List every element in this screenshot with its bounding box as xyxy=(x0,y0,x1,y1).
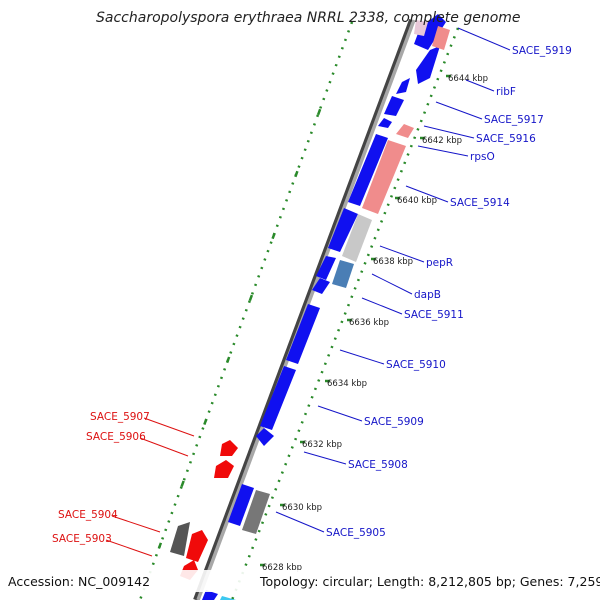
right-leader-line xyxy=(371,273,413,295)
right-leader-line xyxy=(317,405,363,422)
kbp-tick-label: 6644 kbp xyxy=(448,74,488,84)
gene-label-pepr[interactable]: pepR xyxy=(426,257,453,269)
gene-sace5905-fwd[interactable] xyxy=(228,484,254,526)
gene-label-sace-5917[interactable]: SACE_5917 xyxy=(484,114,544,126)
accession-label: Accession: NC_009142 xyxy=(8,574,150,589)
gene-sace5916-fwd[interactable] xyxy=(378,118,392,128)
feature-cyan-bottom[interactable] xyxy=(220,596,236,600)
topology-label: Topology: circular; Length: 8,212,805 bp… xyxy=(259,574,600,589)
right-leader-line xyxy=(339,349,385,365)
gene-label-sace-5914[interactable]: SACE_5914 xyxy=(450,197,510,209)
kbp-tick-label: 6642 kbp xyxy=(422,136,462,146)
gene-peprneighbour[interactable] xyxy=(328,208,358,252)
gene-label-sace-5916[interactable]: SACE_5916 xyxy=(476,133,536,145)
gene-sace5904[interactable] xyxy=(170,522,190,556)
right-leader-line xyxy=(379,245,425,263)
kbp-tick-label: 6634 kbp xyxy=(327,379,367,389)
feature-steel-dapb[interactable] xyxy=(332,260,354,288)
gene-sace5906[interactable] xyxy=(214,460,234,478)
gene-label-sace-5907[interactable]: SACE_5907 xyxy=(90,411,150,423)
gene-sace5909[interactable] xyxy=(260,366,296,430)
right-leader-line xyxy=(303,451,347,465)
left-leader-line xyxy=(111,515,161,533)
gene-label-sace-5903[interactable]: SACE_5903 xyxy=(52,533,112,545)
gene-label-dapb[interactable]: dapB xyxy=(414,289,441,301)
feature-grey-pepr[interactable] xyxy=(342,214,372,262)
rna-features xyxy=(220,20,450,600)
gene-sace5919-fwd[interactable] xyxy=(414,14,446,50)
right-leader-line xyxy=(423,125,475,139)
gene-label-sace-5908[interactable]: SACE_5908 xyxy=(348,459,408,471)
rrna-rpso[interactable] xyxy=(396,124,414,138)
gene-label-sace-5904[interactable]: SACE_5904 xyxy=(58,509,118,521)
gene-small-a[interactable] xyxy=(396,78,410,94)
gene-sace5910[interactable] xyxy=(286,304,320,364)
gene-label-sace-5905[interactable]: SACE_5905 xyxy=(326,527,386,539)
gene-sace5908[interactable] xyxy=(256,428,274,446)
forward-genes xyxy=(202,14,446,600)
kbp-tick-label: 6628 kbp xyxy=(262,563,302,573)
rrna-top[interactable] xyxy=(432,26,450,50)
gc-track-outer xyxy=(138,21,354,600)
gene-label-sace-5919[interactable]: SACE_5919 xyxy=(512,45,572,57)
gene-dapb-fwd[interactable] xyxy=(316,256,336,280)
left-leader-line xyxy=(143,417,195,437)
gene-label-sace-5906[interactable]: SACE_5906 xyxy=(86,431,146,443)
rrna-upper-small[interactable] xyxy=(414,20,428,36)
gene-label-sace-5909[interactable]: SACE_5909 xyxy=(364,416,424,428)
kbp-tick-label: 6630 kbp xyxy=(282,503,322,513)
feature-grey-5905[interactable] xyxy=(242,490,270,534)
kbp-tick-label: 6638 kbp xyxy=(373,257,413,267)
gene-sace5907[interactable] xyxy=(220,440,238,456)
gene-ribf[interactable] xyxy=(416,46,440,84)
gene-sace5917[interactable] xyxy=(384,96,404,116)
kbp-tick-label: 6632 kbp xyxy=(302,440,342,450)
gene-label-ribf[interactable]: ribF xyxy=(496,86,516,98)
backbone-shadow xyxy=(193,18,415,600)
gene-sace5903[interactable] xyxy=(186,530,208,562)
gene-label-rpso[interactable]: rpsO xyxy=(470,151,495,163)
footer-background xyxy=(0,570,600,592)
left-label-leaders: SACE_5907 SACE_5906 SACE_5904 SACE_5903 xyxy=(52,411,195,557)
gene-label-sace-5910[interactable]: SACE_5910 xyxy=(386,359,446,371)
right-leader-line xyxy=(361,297,403,315)
kbp-tick-label: 6640 kbp xyxy=(397,196,437,206)
right-leader-line xyxy=(457,27,511,51)
right-label-leaders: SACE_5919 ribF SACE_5917 SACE_5916 rpsO SACE_… xyxy=(275,27,572,539)
kbp-tick-label: 6636 kbp xyxy=(349,318,389,328)
kbp-ticks: 6644 kbp 6642 kbp 6640 kbp 6638 kbp 6636 kbp… xyxy=(260,74,488,573)
map-title: Saccharopolyspora erythraea NRRL 2338, c… xyxy=(96,10,521,26)
rrna-sace5914[interactable] xyxy=(362,140,406,214)
gene-small-b[interactable] xyxy=(312,278,330,294)
gene-bottom-fwd[interactable] xyxy=(202,590,218,600)
gc-track-inner xyxy=(230,27,460,600)
right-leader-line xyxy=(465,79,495,92)
left-leader-line xyxy=(105,539,153,557)
right-leader-line xyxy=(435,101,483,120)
right-leader-line xyxy=(275,511,325,533)
right-leader-line xyxy=(405,185,449,203)
left-leader-line xyxy=(139,437,189,457)
gene-label-sace-5911[interactable]: SACE_5911 xyxy=(404,309,464,321)
right-leader-line xyxy=(417,145,469,157)
gene-sace5914-fwd[interactable] xyxy=(348,134,388,206)
